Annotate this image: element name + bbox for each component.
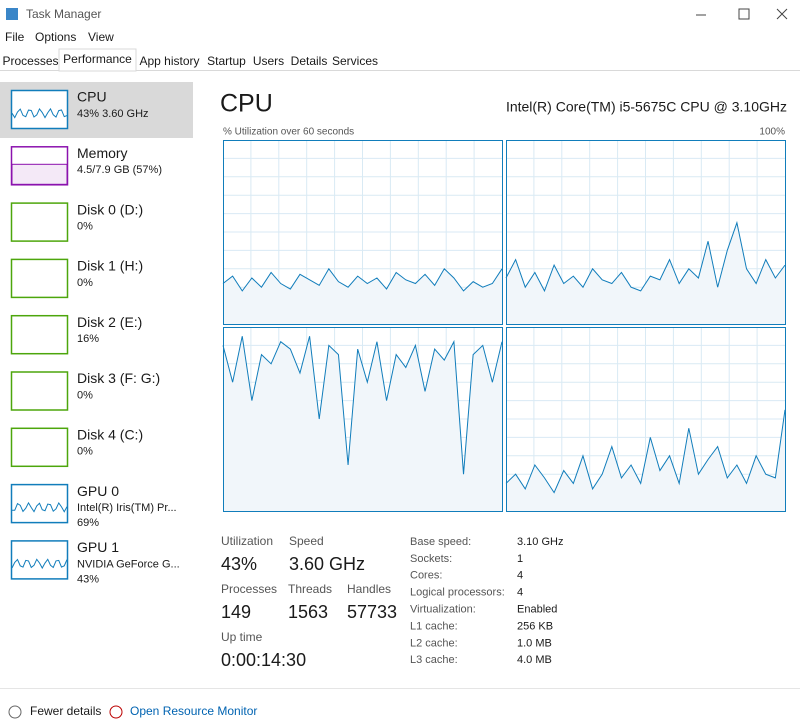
item-name[interactable]: Disk 0 (D:) (77, 201, 143, 217)
spec-label: L2 cache: (410, 637, 458, 649)
thumbnail (10, 258, 69, 299)
thumbnail-line (11, 558, 68, 570)
spec-label: Cores: (410, 570, 442, 582)
graph-border (506, 327, 786, 512)
cpu-area (506, 222, 785, 324)
stat-label: Speed (289, 534, 324, 548)
cpu-line (222, 267, 503, 292)
item-detail: 16% (77, 333, 99, 345)
app-icon (6, 8, 18, 20)
spec-value: 4.0 MB (517, 654, 552, 666)
item-detail: 69% (77, 517, 99, 529)
cpu-line (505, 409, 786, 494)
item-name[interactable]: Disk 3 (F: G:) (77, 370, 160, 386)
item-detail: 43% 3.60 GHz (77, 108, 149, 120)
spec-label: Base speed: (410, 536, 471, 548)
active-tab (58, 48, 137, 72)
graph-border (223, 327, 503, 512)
tab[interactable]: App history (139, 54, 199, 68)
cpu-area (223, 268, 502, 324)
spec-value: 4 (517, 587, 523, 599)
thumbnail (10, 314, 69, 355)
stat-value: 0:00:14:30 (221, 650, 306, 670)
main-title: CPU (220, 90, 273, 118)
cpu-line (222, 336, 503, 475)
resource-monitor-link[interactable]: Open Resource Monitor (130, 704, 257, 718)
spec-label: Sockets: (410, 553, 452, 565)
tab[interactable]: Details (291, 54, 328, 68)
thumbnail (10, 540, 69, 580)
thumbnail (10, 202, 69, 242)
graph-max: 100% (759, 127, 785, 138)
item-detail: 0% (77, 221, 93, 233)
graph-border (223, 140, 503, 325)
item-detail: 43% (77, 573, 99, 585)
item-name[interactable]: Disk 4 (C:) (77, 427, 143, 443)
stat-value: 149 (221, 602, 251, 622)
thumbnail-line (11, 501, 68, 513)
item-detail: NVIDIA GeForce G... (77, 558, 180, 570)
spec-value: 3.10 GHz (517, 536, 563, 548)
thumbnail-line (11, 107, 68, 119)
tab[interactable]: Performance (63, 52, 132, 66)
window-title: Task Manager (26, 7, 101, 21)
stat-label: Utilization (221, 534, 273, 548)
spec-value: 4 (517, 570, 523, 582)
graph-caption: % Utilization over 60 seconds (223, 127, 354, 138)
menu-item[interactable]: Options (35, 30, 76, 44)
item-name[interactable]: CPU (77, 89, 107, 105)
item-detail: Intel(R) Iris(TM) Pr... (77, 502, 177, 514)
item-name[interactable]: Disk 2 (E:) (77, 314, 142, 330)
spec-label: Virtualization: (410, 604, 476, 616)
cpu-line (505, 220, 786, 293)
stat-value: 1563 (288, 602, 328, 622)
spec-value: 256 KB (517, 620, 553, 632)
item-name[interactable]: Disk 1 (H:) (77, 258, 143, 274)
item-detail: 4.5/7.9 GB (57%) (77, 164, 162, 176)
menu-item[interactable]: File (5, 30, 25, 44)
item-name[interactable]: Memory (77, 145, 128, 161)
spec-label: L1 cache: (410, 620, 458, 632)
spec-label: L3 cache: (410, 654, 458, 666)
stat-label: Processes (221, 582, 277, 596)
tab[interactable]: Startup (207, 54, 246, 68)
item-name[interactable]: GPU 0 (77, 483, 119, 499)
monitor-icon[interactable] (109, 705, 123, 719)
thumbnail (10, 371, 69, 411)
spec-value: Enabled (517, 604, 557, 616)
spec-value: 1 (517, 553, 523, 565)
stat-label: Handles (347, 582, 391, 596)
maximize-button[interactable] (738, 8, 750, 20)
stat-value: 3.60 GHz (289, 554, 365, 574)
item-detail: 0% (77, 389, 93, 401)
close-button[interactable] (776, 8, 788, 20)
tab[interactable]: Services (332, 54, 378, 68)
spec-value: 1.0 MB (517, 637, 552, 649)
fewer-icon[interactable] (8, 705, 22, 719)
item-detail: 0% (77, 446, 93, 458)
stat-label: Threads (288, 582, 332, 596)
cpu-area (223, 336, 502, 511)
tab[interactable]: Processes (2, 54, 58, 68)
processor-name: Intel(R) Core(TM) i5-5675C CPU @ 3.10GHz (506, 99, 787, 115)
thumbnail-fill (11, 163, 68, 185)
stat-value: 57733 (347, 602, 397, 622)
fewer-details[interactable]: Fewer details (30, 704, 101, 718)
stat-value: 43% (221, 554, 257, 574)
graph-border (506, 140, 786, 325)
thumbnail (10, 427, 69, 468)
spec-label: Logical processors: (410, 587, 505, 599)
tab[interactable]: Users (253, 54, 284, 68)
item-detail: 0% (77, 277, 93, 289)
menu-item[interactable]: View (88, 30, 114, 44)
stat-label: Up time (221, 630, 263, 644)
item-name[interactable]: GPU 1 (77, 539, 119, 555)
